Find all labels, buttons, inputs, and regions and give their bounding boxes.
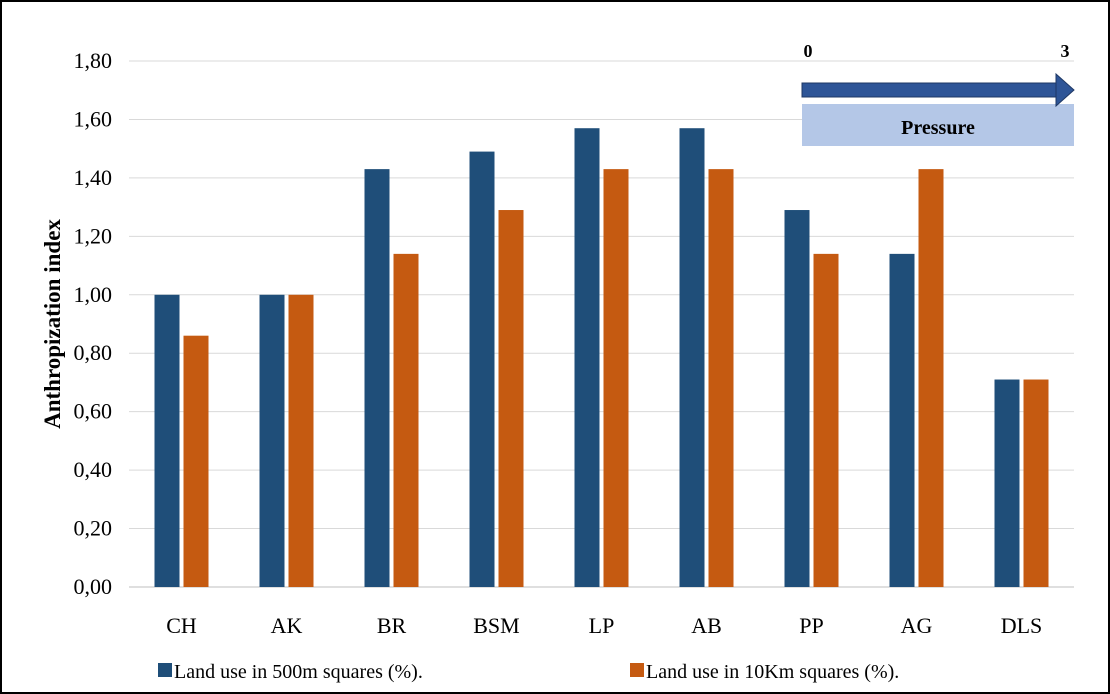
bar-ag-series-2 [918,169,944,587]
y-tick-label: 0,40 [74,457,113,482]
y-tick-label: 0,20 [74,516,113,541]
y-tick-label: 1,40 [74,165,113,190]
bar-bsm-series-1 [469,151,495,588]
y-tick-label: 1,00 [74,282,113,307]
bar-ab-series-2 [708,169,734,587]
bar-lp-series-2 [603,169,629,587]
gridlines [129,60,1074,588]
x-category-label: LP [589,613,615,638]
bar-dls-series-1 [994,379,1020,587]
bar-br-series-2 [393,253,419,587]
y-tick-label: 0,00 [74,574,113,599]
pressure-start-label: 0 [804,41,813,61]
y-tick-label: 0,80 [74,340,113,365]
y-tick-label: 0,60 [74,399,113,424]
x-category-labels: CH AK BR BSM LP AB PP AG DLS [166,613,1042,638]
bar-pp-series-1 [784,210,810,588]
bar-ch-series-1 [154,294,180,587]
pressure-end-label: 3 [1061,41,1070,61]
legend: Land use in 500m squares (%). Land use i… [158,661,899,683]
y-tick-labels: 0,00 0,20 0,40 0,60 0,80 1,00 1,20 1,40 1,60 1,80 [74,48,113,599]
x-category-label: AB [691,613,722,638]
y-axis-title: Anthropization index [40,219,65,429]
pressure-label: Pressure [901,117,975,139]
x-category-label: DLS [1001,613,1043,638]
bar-ch-series-2 [183,335,209,587]
bar-dls-series-2 [1023,379,1049,587]
legend-label-10km: Land use in 10Km squares (%). [646,661,899,683]
y-tick-label: 1,20 [74,223,113,248]
bar-ab-series-1 [679,128,705,587]
bar-ak-series-2 [288,294,314,587]
legend-label-500m: Land use in 500m squares (%). [174,661,423,683]
pressure-arrow-shaft [801,82,1059,98]
pressure-arrow-head [1055,72,1075,108]
y-tick-label: 1,60 [74,106,113,131]
bars [154,128,1049,588]
x-category-label: AK [271,613,303,638]
pressure-box [802,104,1074,146]
bar-pp-series-2 [813,253,839,587]
x-category-label: BR [377,613,407,638]
bar-ag-series-1 [889,253,915,587]
legend-swatch-10km [630,663,644,677]
bar-ak-series-1 [259,294,285,587]
bar-bsm-series-2 [498,210,524,588]
legend-swatch-500m [158,663,172,677]
x-category-label: PP [799,613,823,638]
x-category-label: CH [166,613,197,638]
pressure-annotation: 0 3 Pressure [801,41,1075,146]
y-tick-label: 1,80 [74,48,113,73]
x-category-label: BSM [473,613,519,638]
x-category-label: AG [901,613,933,638]
bar-br-series-1 [364,169,390,587]
bar-lp-series-1 [574,128,600,587]
